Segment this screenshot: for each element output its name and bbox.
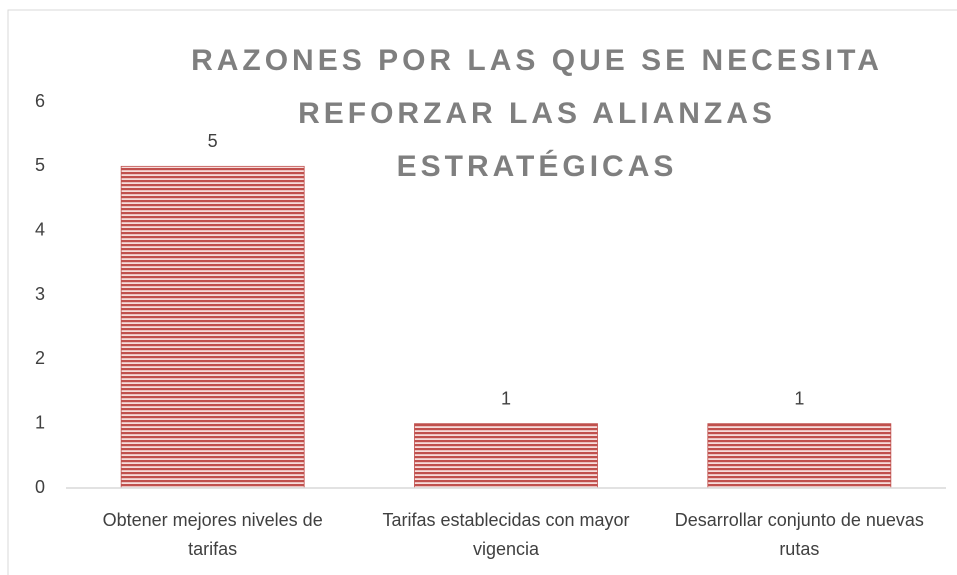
x-tick-label: Tarifas establecidas con mayor vigencia	[382, 510, 630, 559]
y-tick-label: 6	[35, 91, 45, 111]
data-label: 5	[208, 131, 218, 151]
y-tick-label: 3	[35, 284, 45, 304]
y-tick-label: 2	[35, 348, 45, 368]
y-tick-label: 4	[35, 219, 45, 239]
bar	[414, 423, 598, 489]
data-label: 1	[501, 388, 511, 408]
y-tick-label: 1	[35, 412, 45, 432]
y-tick-label: 0	[35, 477, 45, 497]
x-tick-label: Obtener mejores niveles de tarifas	[102, 510, 323, 559]
bar	[120, 165, 305, 489]
bar	[707, 423, 892, 489]
data-label: 1	[794, 388, 804, 408]
chart-border	[7, 9, 957, 575]
chart-title: RAZONES POR LAS QUE SE NECESITA REFORZAR…	[191, 44, 883, 183]
x-tick-label: Desarrollar conjunto de nuevas rutas	[674, 510, 924, 559]
y-tick-label: 5	[35, 155, 45, 175]
